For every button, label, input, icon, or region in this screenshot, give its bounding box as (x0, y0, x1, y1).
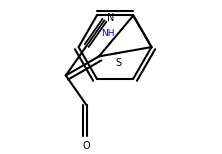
Text: N: N (107, 13, 115, 23)
Text: S: S (115, 58, 121, 68)
Text: NH: NH (101, 29, 114, 38)
Text: O: O (83, 141, 91, 151)
